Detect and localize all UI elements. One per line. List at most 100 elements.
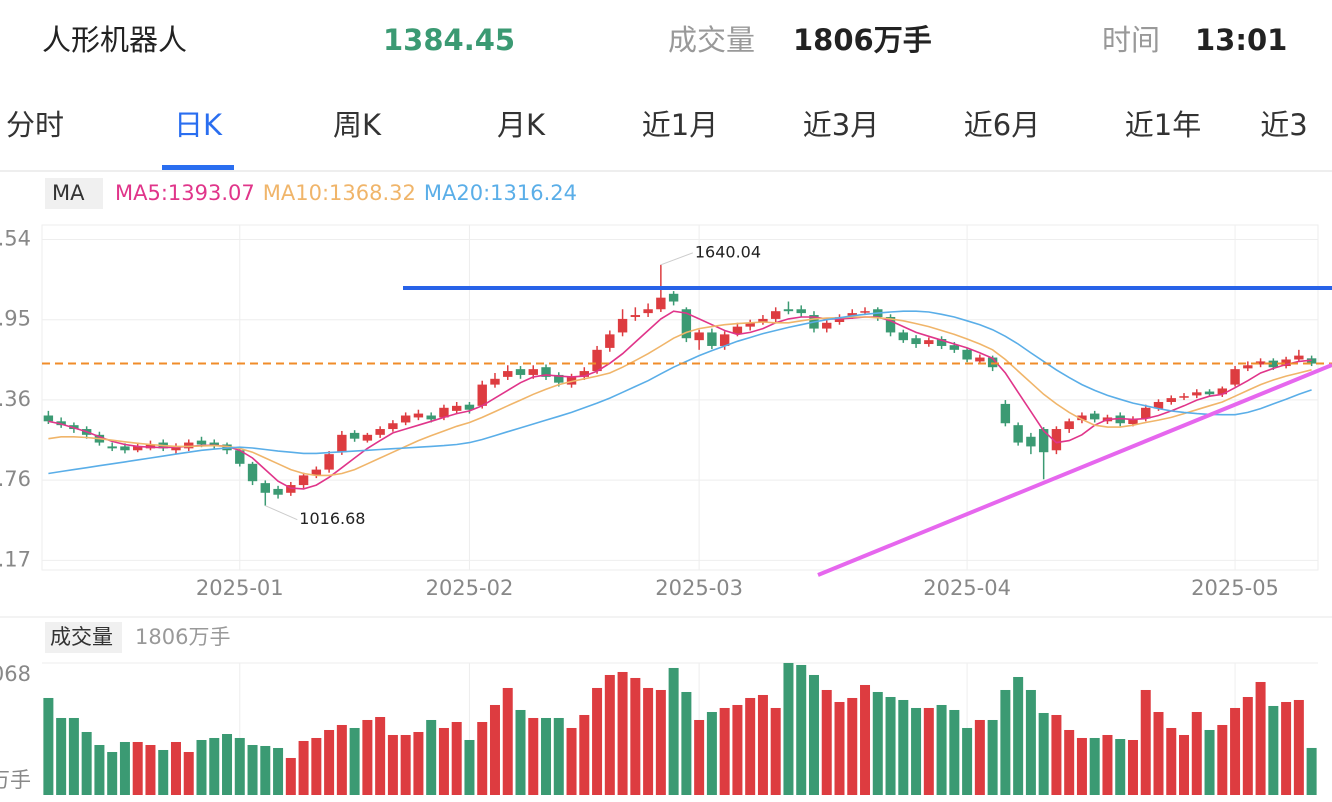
candle-body: [286, 485, 296, 493]
candle-body: [605, 334, 615, 348]
candle-body: [579, 371, 589, 377]
annotation-leader: [660, 252, 694, 266]
tab[interactable]: 近3月: [803, 108, 879, 142]
volume-bar: [796, 664, 807, 795]
volume-bar: [477, 721, 488, 795]
volume-bar: [234, 737, 245, 795]
volume-bar: [1025, 689, 1036, 795]
volume-bar: [566, 727, 577, 795]
legend-entry: MA5:1393.07: [115, 181, 255, 205]
volume-bar: [387, 734, 398, 795]
volume-bar: [1306, 747, 1317, 795]
annotation: 1640.04: [695, 242, 761, 261]
volume-bar: [834, 701, 845, 795]
price-frame: [41, 224, 1319, 571]
volume-bar: [336, 724, 347, 795]
y-tick-label: 1497.95: [0, 307, 31, 331]
volume-bar: [1179, 734, 1190, 795]
volume-bar: [247, 744, 258, 795]
volume-bar: [757, 694, 768, 795]
candle-body: [503, 371, 513, 377]
vol-value: 1806万手: [135, 625, 230, 649]
tab[interactable]: 日K: [174, 108, 223, 142]
volume-bar: [209, 737, 220, 795]
volume-bar: [1255, 681, 1266, 795]
candle-body: [43, 415, 54, 422]
candle-body: [107, 446, 117, 449]
candle-body: [1077, 415, 1087, 421]
volume-bar: [324, 729, 335, 795]
volume-bar: [1153, 711, 1164, 795]
volume-bar: [438, 727, 449, 795]
volume-bar: [1102, 734, 1113, 795]
volume-bar: [1127, 739, 1138, 795]
volume-bar: [847, 697, 858, 795]
candle-body: [1217, 388, 1227, 395]
candle-body: [707, 332, 717, 346]
volume-bar: [1115, 739, 1126, 795]
candle-body: [1166, 398, 1176, 402]
candle-body: [133, 446, 143, 451]
candle-body: [987, 357, 998, 368]
volume-bar: [541, 717, 552, 795]
candle-body: [1128, 419, 1138, 425]
candle-body: [911, 338, 921, 345]
candle-body: [771, 311, 781, 319]
volume-bar: [426, 719, 437, 795]
volume-bar: [1140, 689, 1151, 795]
volume-bar: [158, 749, 169, 795]
candle-body: [311, 469, 322, 476]
x-tick-label: 2025-03: [655, 576, 743, 600]
volume-bar: [1051, 714, 1062, 795]
volume-bar: [681, 691, 692, 795]
volume-bar: [643, 687, 654, 795]
legend-entry: MA10:1368.32: [263, 181, 416, 205]
tab[interactable]: 近1月: [642, 108, 718, 142]
legend-entry: MA20:1316.24: [424, 181, 577, 205]
tab[interactable]: 周K: [333, 108, 382, 142]
volume-bar: [298, 740, 309, 795]
tab[interactable]: 近3: [1260, 108, 1307, 142]
volume-bar: [630, 677, 641, 795]
candle-body: [324, 454, 334, 470]
tab[interactable]: 近6月: [964, 108, 1040, 142]
volume-bar: [1230, 707, 1241, 795]
volume-bar: [1204, 729, 1215, 795]
volume-bar: [1281, 701, 1292, 795]
candle-body: [796, 309, 806, 314]
volume-bar: [1000, 689, 1011, 795]
candle-body: [349, 432, 360, 439]
candle-body: [337, 434, 347, 453]
vol-tick-label: 5068: [0, 662, 31, 686]
tab[interactable]: 分时: [6, 108, 64, 142]
volume-bar: [170, 741, 181, 795]
candle-body: [235, 450, 245, 464]
x-tick-label: 2025-02: [426, 576, 514, 600]
candle-body: [694, 332, 704, 341]
candle-body: [924, 340, 934, 345]
volume-bar: [706, 711, 717, 795]
candle-body: [745, 322, 755, 327]
candle-body: [630, 315, 641, 317]
candle-body: [1013, 425, 1023, 443]
tab[interactable]: 月K: [497, 108, 546, 142]
tab[interactable]: 近1年: [1125, 108, 1201, 142]
volume-bar: [604, 674, 615, 795]
candle-body: [949, 345, 960, 350]
candle-body: [1243, 365, 1253, 369]
candle-body: [413, 413, 424, 418]
price: 1384.45: [383, 23, 515, 57]
volume-bar: [655, 689, 666, 795]
candle-body: [541, 367, 551, 377]
candle-body: [439, 407, 449, 418]
annotation-leader: [265, 505, 298, 521]
volume-bar: [528, 717, 539, 795]
candle-body: [1192, 392, 1202, 396]
volume-bar: [962, 727, 973, 795]
tab-underline: [162, 165, 234, 170]
volume-bar: [783, 662, 794, 795]
support-line: [817, 363, 1332, 577]
volume-bar: [1293, 699, 1304, 795]
volume-bar: [222, 734, 233, 795]
volume-bar: [1242, 696, 1253, 795]
